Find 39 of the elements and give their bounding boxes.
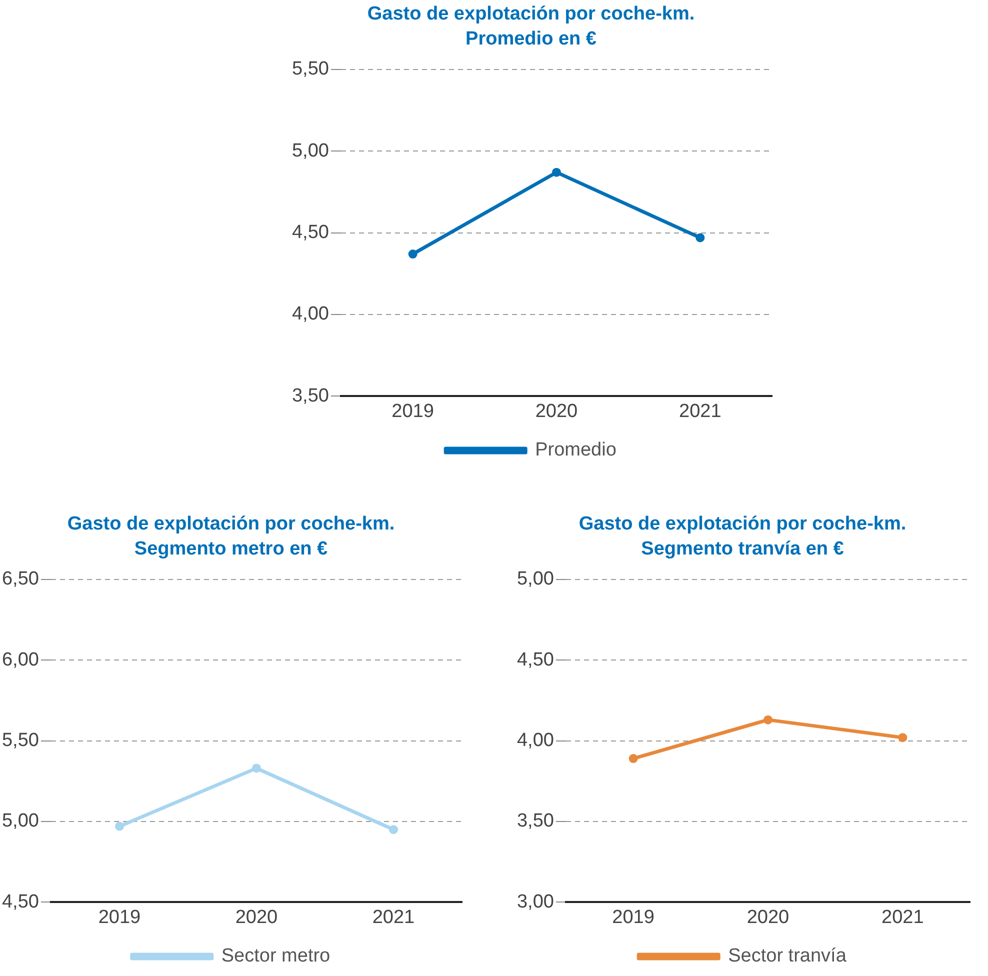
point — [696, 233, 705, 242]
x-tick-label: 2020 — [235, 906, 278, 928]
chart-title: Gasto de explotación por coche-km. Segmento tranvía en € — [578, 514, 906, 560]
x-tick-label: 2019 — [612, 906, 654, 928]
y-tick-label: 4,50 — [2, 891, 39, 912]
y-tick-label: 4,50 — [292, 222, 329, 244]
x-tick-label: 2019 — [392, 400, 434, 422]
y-tick-label: 5,00 — [292, 140, 329, 162]
y-tick-label: 4,50 — [516, 649, 554, 670]
y-tick-label: 6,50 — [2, 568, 39, 590]
x-tick-label: 2019 — [98, 906, 141, 928]
point — [628, 754, 638, 764]
y-tick-label: 3,50 — [292, 385, 329, 406]
legend-label: Promedio — [535, 440, 616, 461]
point — [408, 250, 418, 259]
point — [552, 168, 561, 177]
y-tick-label: 3,50 — [516, 810, 554, 832]
y-tick-label: 4,00 — [292, 304, 329, 325]
y-tick-label: 5,00 — [516, 568, 554, 590]
x-tick-label: 2020 — [535, 400, 578, 422]
point — [898, 733, 908, 742]
y-tick-label: 5,50 — [2, 730, 39, 752]
x-tick-label: 2021 — [679, 400, 722, 422]
point — [763, 715, 772, 724]
y-tick-label: 6,00 — [2, 649, 39, 670]
chart-title: Gasto de explotación por coche-km. Segmento metro en € — [67, 514, 395, 560]
point — [114, 822, 124, 831]
point — [252, 764, 261, 773]
y-tick-label: 5,50 — [292, 58, 329, 80]
y-tick-label: 4,00 — [516, 730, 554, 752]
y-tick-label: 3,00 — [516, 891, 554, 912]
y-tick-label: 5,00 — [2, 810, 39, 832]
legend-label: Sector tranvía — [728, 946, 847, 967]
legend-label: Sector metro — [221, 946, 330, 967]
x-tick-label: 2021 — [372, 906, 415, 928]
chart-title: Gasto de explotación por coche-km. Promedio en € — [367, 4, 695, 50]
x-tick-label: 2020 — [746, 906, 790, 928]
point — [388, 825, 398, 834]
x-tick-label: 2021 — [882, 906, 924, 928]
